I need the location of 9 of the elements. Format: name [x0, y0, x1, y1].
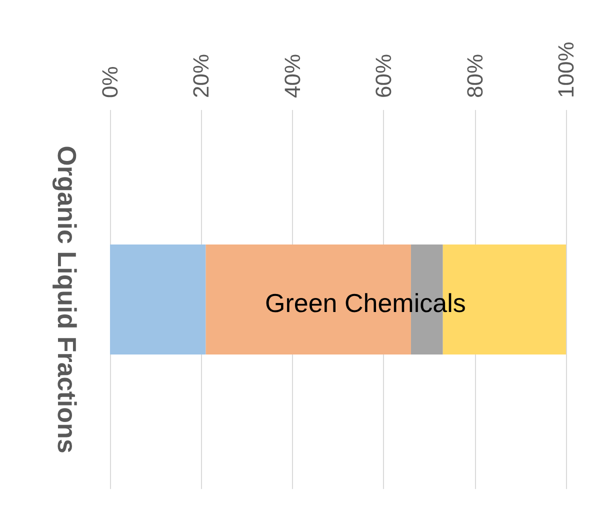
x-tick-label: 0% [98, 66, 122, 98]
x-tick-label: 80% [462, 54, 488, 98]
annotation: Green Chemicals [265, 288, 466, 318]
bar [110, 244, 206, 354]
x-tick-label: 100% [554, 42, 578, 98]
x-tick-label: 40% [280, 54, 305, 98]
x-tick-label: 20% [188, 54, 214, 98]
y-axis-title: Organic Liquid Fractions [52, 146, 82, 454]
x-tick-label: 60% [371, 54, 396, 98]
